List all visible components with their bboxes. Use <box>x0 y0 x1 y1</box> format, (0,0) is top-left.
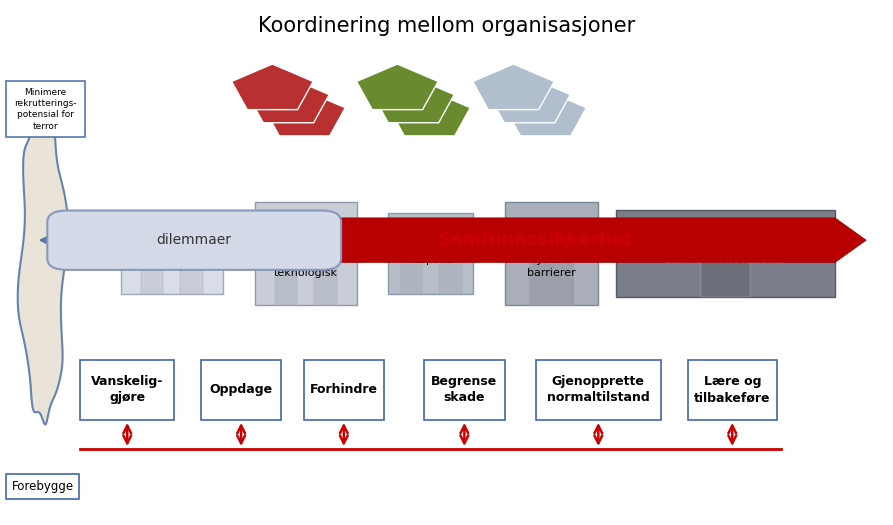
Polygon shape <box>314 257 337 304</box>
FancyBboxPatch shape <box>616 210 835 297</box>
Polygon shape <box>430 218 471 252</box>
Text: «resilience»
«samfunnskvaliteter»: «resilience» «samfunnskvaliteter» <box>657 242 794 265</box>
Polygon shape <box>388 90 471 136</box>
Polygon shape <box>180 252 203 294</box>
Polygon shape <box>141 252 163 294</box>
Polygon shape <box>505 90 587 136</box>
Text: Begrense
skade: Begrense skade <box>431 375 497 404</box>
Text: Gjenopprette
normaltilstand: Gjenopprette normaltilstand <box>547 375 650 404</box>
FancyBboxPatch shape <box>304 360 384 420</box>
Text: Lære og
tilbakeføre: Lære og tilbakeføre <box>694 375 771 404</box>
Text: Proaktiv
respons: Proaktiv respons <box>408 242 454 265</box>
Polygon shape <box>49 218 866 262</box>
Polygon shape <box>391 218 431 252</box>
Text: Overvåkning:
aktivt
passivt/
teknologisk: Overvåkning: aktivt passivt/ teknologisk <box>269 228 343 278</box>
FancyBboxPatch shape <box>6 81 85 136</box>
Text: dilemmaer: dilemmaer <box>157 233 231 247</box>
Text: Oppdage: Oppdage <box>210 383 272 396</box>
Polygon shape <box>231 64 313 110</box>
Text: Forhindre: Forhindre <box>310 383 378 396</box>
Text: Forebygge: Forebygge <box>12 480 74 492</box>
Polygon shape <box>686 218 766 254</box>
Polygon shape <box>275 257 297 304</box>
FancyBboxPatch shape <box>536 360 661 420</box>
Text: Vanskelig-
gjøre: Vanskelig- gjøre <box>91 375 163 404</box>
Polygon shape <box>472 64 555 110</box>
Polygon shape <box>439 252 462 294</box>
FancyBboxPatch shape <box>388 213 473 294</box>
FancyBboxPatch shape <box>6 474 79 499</box>
FancyBboxPatch shape <box>80 360 174 420</box>
Text: Minimere
rekrutterings-
potensial for
terror: Minimere rekrutterings- potensial for te… <box>14 88 77 131</box>
Polygon shape <box>372 77 455 123</box>
Text: Barrierær:
aktive
passive/fysiske: Barrierær: aktive passive/fysiske <box>130 236 213 271</box>
Polygon shape <box>132 218 172 252</box>
Text: Reaktiv
respons
Fysiske
barrierer: Reaktiv respons Fysiske barrierer <box>527 229 576 278</box>
Polygon shape <box>18 105 68 425</box>
FancyBboxPatch shape <box>121 213 223 294</box>
Polygon shape <box>247 77 330 123</box>
FancyBboxPatch shape <box>47 211 341 270</box>
Polygon shape <box>171 218 212 252</box>
Polygon shape <box>400 252 422 294</box>
Polygon shape <box>515 218 587 257</box>
Polygon shape <box>488 77 571 123</box>
FancyBboxPatch shape <box>424 360 505 420</box>
Polygon shape <box>356 64 438 110</box>
FancyBboxPatch shape <box>255 202 357 304</box>
Polygon shape <box>529 257 573 304</box>
Polygon shape <box>266 218 306 257</box>
FancyBboxPatch shape <box>201 360 281 420</box>
Text: Samfunnssikkerhet: Samfunnssikkerhet <box>438 231 633 249</box>
Text: Koordinering mellom organisasjoner: Koordinering mellom organisasjoner <box>258 16 635 36</box>
FancyBboxPatch shape <box>505 202 598 304</box>
Polygon shape <box>263 90 346 136</box>
Polygon shape <box>305 218 346 257</box>
Polygon shape <box>701 254 750 297</box>
FancyBboxPatch shape <box>688 360 777 420</box>
